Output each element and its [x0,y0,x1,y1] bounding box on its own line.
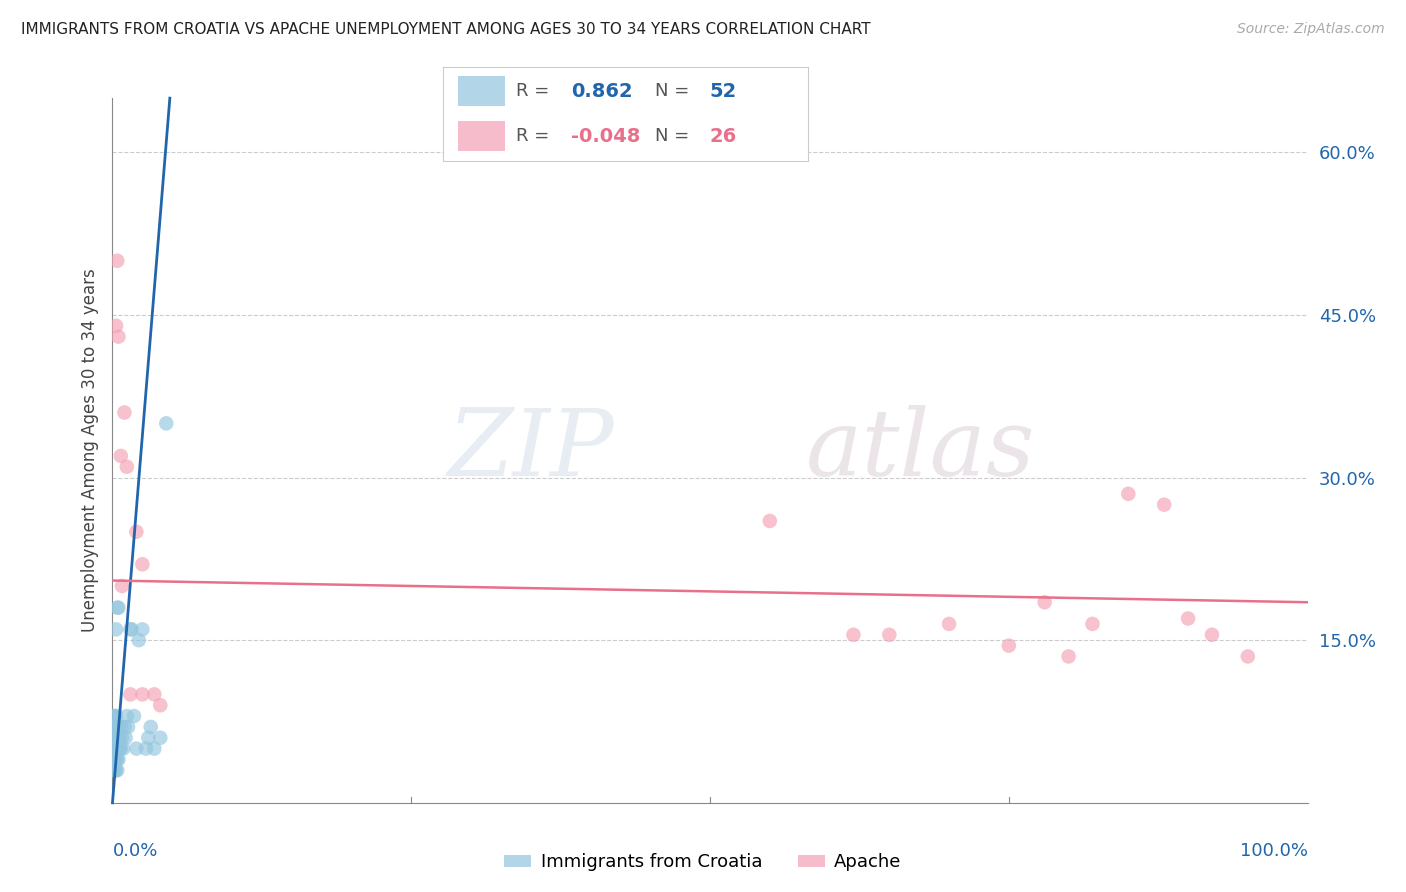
Point [105,741,128,756]
Point [879,628,901,642]
Point [120,623,142,637]
Text: 100.0%: 100.0% [1240,841,1308,860]
Point [107,752,129,766]
Point [155,417,177,431]
Point [105,720,128,734]
Point [122,709,145,723]
Point [105,720,128,734]
Point [103,731,125,745]
Point [131,623,153,637]
Text: ZIP: ZIP [447,406,614,495]
Point [1033,595,1056,609]
Point [120,687,142,701]
Point [998,639,1021,653]
Point [103,720,125,734]
Point [104,709,127,723]
Point [759,514,782,528]
Text: R =: R = [516,128,555,145]
Point [138,731,160,745]
Text: N =: N = [655,128,695,145]
Point [105,318,128,333]
Point [125,524,148,539]
Point [125,741,148,756]
Text: R =: R = [516,82,555,100]
Point [105,752,128,766]
Point [108,731,131,745]
Point [105,741,128,756]
Point [115,459,138,474]
Point [149,731,172,745]
Point [117,720,139,734]
Point [128,633,150,648]
Point [938,616,960,631]
FancyBboxPatch shape [457,121,505,152]
Point [105,709,128,723]
Y-axis label: Unemployment Among Ages 30 to 34 years: Unemployment Among Ages 30 to 34 years [80,268,98,632]
Point [105,731,128,745]
Point [104,764,127,778]
Point [1177,611,1199,625]
Point [104,731,127,745]
Point [114,720,135,734]
Point [115,709,138,723]
Point [111,731,134,745]
Point [1237,649,1260,664]
Point [139,720,162,734]
Point [103,741,125,756]
Point [131,558,153,572]
Point [105,752,128,766]
Point [121,623,143,637]
Text: N =: N = [655,82,695,100]
Point [103,709,125,723]
Point [110,741,132,756]
Point [105,623,128,637]
Text: atlas: atlas [806,406,1035,495]
Point [110,449,132,463]
Point [103,764,125,778]
Point [143,687,166,701]
Text: Source: ZipAtlas.com: Source: ZipAtlas.com [1237,22,1385,37]
Point [114,405,135,419]
Point [107,741,129,756]
Text: -0.048: -0.048 [571,127,640,145]
Point [111,579,134,593]
Text: 0.0%: 0.0% [112,841,157,860]
Point [1057,649,1080,664]
Point [149,698,172,713]
Point [105,253,128,268]
Text: IMMIGRANTS FROM CROATIA VS APACHE UNEMPLOYMENT AMONG AGES 30 TO 34 YEARS CORRELA: IMMIGRANTS FROM CROATIA VS APACHE UNEMPL… [21,22,870,37]
Point [105,764,128,778]
Point [103,752,125,766]
Point [1118,487,1140,501]
Text: 0.862: 0.862 [571,82,633,101]
Text: 52: 52 [710,82,737,101]
Point [105,600,128,615]
Point [135,741,157,756]
Point [105,731,128,745]
Point [110,720,132,734]
Point [104,741,127,756]
Text: 26: 26 [710,127,737,145]
Point [1081,616,1104,631]
Point [104,752,127,766]
Point [107,731,129,745]
Point [131,687,153,701]
FancyBboxPatch shape [457,77,505,106]
Legend: Immigrants from Croatia, Apache: Immigrants from Croatia, Apache [498,847,908,879]
Point [107,720,129,734]
Point [104,720,127,734]
Point [842,628,865,642]
Point [1201,628,1223,642]
Point [107,600,129,615]
Point [105,764,128,778]
Point [114,731,136,745]
Point [143,741,166,756]
Point [112,741,135,756]
Point [107,329,129,343]
Point [108,741,131,756]
Point [1153,498,1175,512]
